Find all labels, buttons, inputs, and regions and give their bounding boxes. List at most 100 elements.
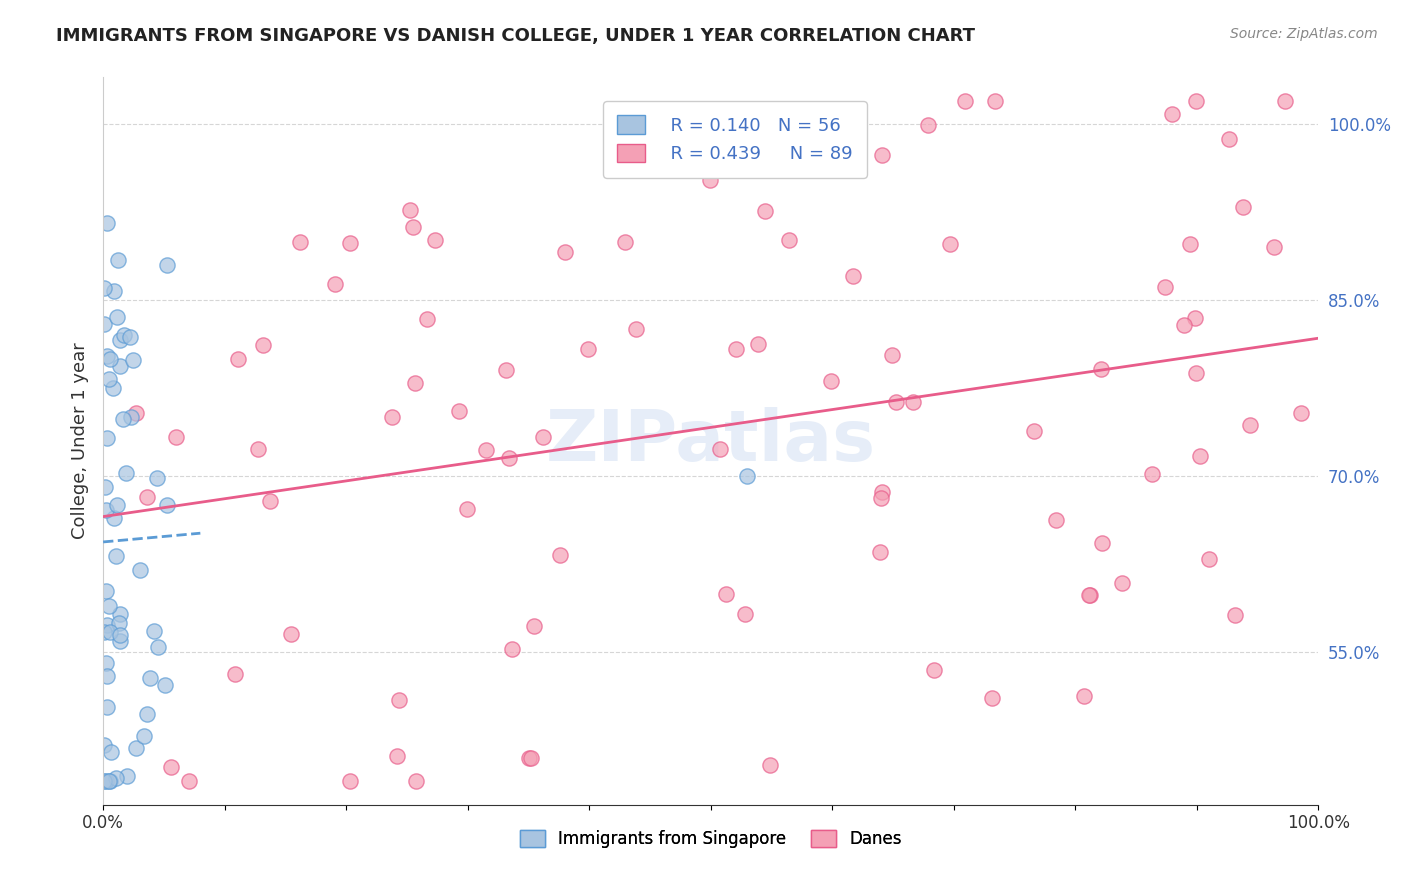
Point <box>498 451 520 466</box>
Point <box>423 233 446 247</box>
Point <box>735 469 758 483</box>
Point <box>96 216 118 230</box>
Point <box>1045 513 1067 527</box>
Point <box>778 233 800 247</box>
Point <box>94 503 117 517</box>
Point <box>939 236 962 251</box>
Point <box>1180 236 1202 251</box>
Point <box>128 563 150 577</box>
Point <box>388 693 411 707</box>
Point <box>112 328 135 343</box>
Point <box>870 147 893 161</box>
Point <box>456 502 478 516</box>
Point <box>146 640 169 654</box>
Point <box>114 467 136 481</box>
Point <box>153 678 176 692</box>
Point <box>108 359 131 373</box>
Point <box>288 235 311 249</box>
Point <box>98 351 121 366</box>
Point <box>93 774 115 789</box>
Point <box>122 352 145 367</box>
Point <box>105 771 128 785</box>
Point <box>1090 362 1112 376</box>
Text: IMMIGRANTS FROM SINGAPORE VS DANISH COLLEGE, UNDER 1 YEAR CORRELATION CHART: IMMIGRANTS FROM SINGAPORE VS DANISH COLL… <box>56 27 976 45</box>
Point <box>983 94 1005 108</box>
Point <box>1289 406 1312 420</box>
Point <box>1223 607 1246 622</box>
Point <box>884 394 907 409</box>
Point <box>96 349 118 363</box>
Point <box>924 663 946 677</box>
Point <box>108 628 131 642</box>
Point <box>449 403 471 417</box>
Point <box>405 774 427 789</box>
Point <box>523 619 546 633</box>
Point <box>699 173 721 187</box>
Point <box>156 258 179 272</box>
Point <box>98 774 121 789</box>
Point <box>1263 240 1285 254</box>
Point <box>550 548 572 562</box>
Point <box>111 412 134 426</box>
Point <box>103 381 125 395</box>
Point <box>247 442 270 456</box>
Point <box>108 615 131 630</box>
Point <box>156 498 179 512</box>
Point <box>93 738 115 752</box>
Point <box>1232 200 1254 214</box>
Point <box>96 669 118 683</box>
Point <box>120 410 142 425</box>
Point <box>1078 589 1101 603</box>
Point <box>870 491 893 506</box>
Point <box>136 490 159 504</box>
Point <box>402 219 425 234</box>
Point <box>1111 575 1133 590</box>
Point <box>725 118 748 132</box>
Point <box>93 317 115 331</box>
Point <box>96 618 118 632</box>
Point <box>903 395 925 409</box>
Point <box>110 333 132 347</box>
Point <box>96 584 118 599</box>
Point <box>624 322 647 336</box>
Point <box>339 235 361 250</box>
Point <box>1239 418 1261 433</box>
Point <box>93 281 115 295</box>
Point <box>709 442 731 457</box>
Point <box>724 342 747 356</box>
Point <box>953 94 976 108</box>
Text: ZIPatlas: ZIPatlas <box>546 407 876 475</box>
Point <box>1090 535 1112 549</box>
Point <box>917 119 939 133</box>
Point <box>734 607 756 621</box>
Point <box>399 202 422 217</box>
Point <box>97 774 120 789</box>
Point <box>714 586 737 600</box>
Point <box>554 244 576 259</box>
Point <box>160 760 183 774</box>
Point <box>94 774 117 789</box>
Point <box>385 748 408 763</box>
Point <box>495 363 517 377</box>
Y-axis label: College, Under 1 year: College, Under 1 year <box>72 343 89 540</box>
Point <box>115 769 138 783</box>
Point <box>259 494 281 508</box>
Point <box>103 284 125 298</box>
Point <box>1198 552 1220 566</box>
Point <box>1078 588 1101 602</box>
Point <box>1073 689 1095 703</box>
Point <box>474 442 496 457</box>
Point <box>138 671 160 685</box>
Point <box>501 642 523 657</box>
Point <box>1188 449 1211 463</box>
Point <box>1142 467 1164 481</box>
Point <box>758 758 780 772</box>
Point <box>146 471 169 485</box>
Point <box>252 337 274 351</box>
Point <box>1024 425 1046 439</box>
Point <box>880 348 903 362</box>
Point <box>93 625 115 640</box>
Point <box>96 431 118 445</box>
Point <box>120 330 142 344</box>
Point <box>94 480 117 494</box>
